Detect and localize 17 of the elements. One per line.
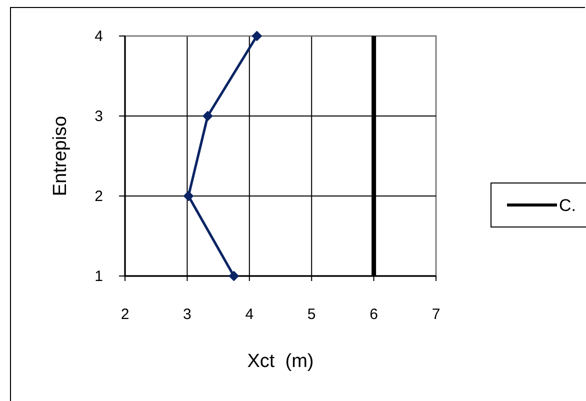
x-axis-title: Xct (m) xyxy=(247,351,314,372)
point xyxy=(252,30,262,42)
y-tick-label: 2 xyxy=(94,188,103,205)
y-tick-label: 4 xyxy=(94,28,103,45)
x-tick-label: 3 xyxy=(183,306,192,323)
x-tick-label: 5 xyxy=(307,306,316,323)
x-tick-label: 2 xyxy=(120,306,130,323)
point xyxy=(228,270,240,282)
x-tick-label: 7 xyxy=(432,306,440,323)
y-tick-label: 1 xyxy=(94,268,103,285)
point xyxy=(183,190,194,202)
legend-label: C. xyxy=(559,196,576,215)
point xyxy=(202,110,213,122)
y-axis-title: Entrepiso xyxy=(50,116,71,196)
x-tick-label: 6 xyxy=(370,306,378,323)
y-tick-label: 3 xyxy=(94,108,103,125)
x-tick-label: 4 xyxy=(245,306,254,323)
